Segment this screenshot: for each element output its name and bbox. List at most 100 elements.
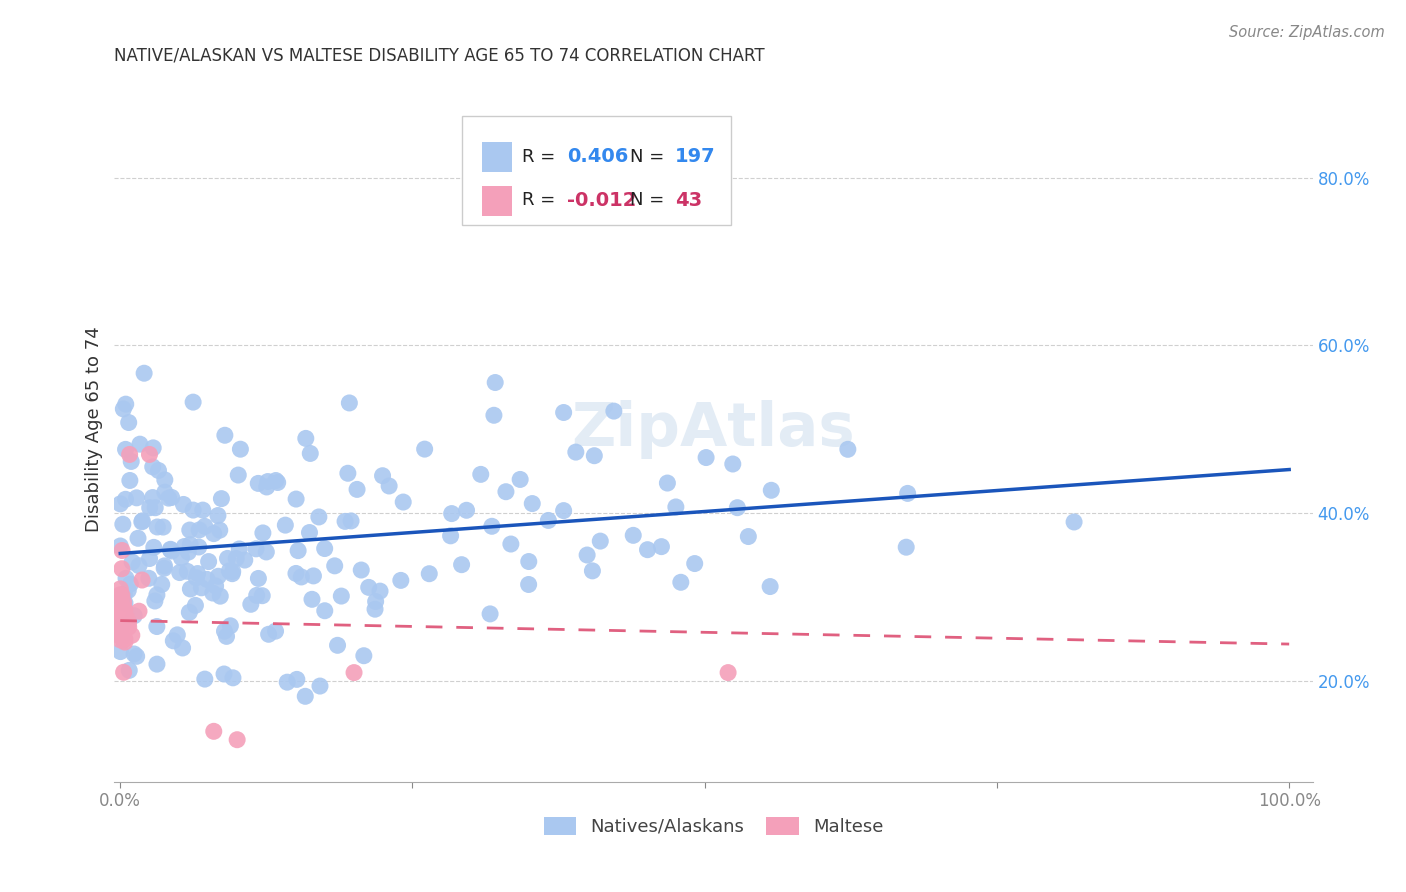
Point <box>343 665 366 680</box>
Point <box>138 571 160 585</box>
Point <box>153 561 176 575</box>
Point <box>450 558 472 572</box>
Point <box>110 588 132 602</box>
Point <box>142 491 165 505</box>
Point <box>142 541 165 555</box>
Point <box>553 405 575 419</box>
Point <box>129 437 152 451</box>
Point <box>114 397 136 411</box>
Point <box>721 457 744 471</box>
Point <box>166 628 188 642</box>
Point <box>257 627 280 641</box>
Point <box>111 621 134 635</box>
Point <box>517 577 540 591</box>
Text: -0.012: -0.012 <box>567 191 637 210</box>
Point <box>111 517 134 532</box>
Point <box>127 531 149 545</box>
Point <box>142 441 165 455</box>
Point <box>725 500 748 515</box>
Point <box>228 541 250 556</box>
Point <box>159 542 181 557</box>
Point <box>274 518 297 533</box>
Point <box>308 510 330 524</box>
Point <box>336 467 359 481</box>
Point <box>110 623 132 637</box>
Point <box>294 690 316 704</box>
Point <box>110 582 132 596</box>
Point <box>256 475 278 489</box>
Point <box>110 644 132 658</box>
Point <box>333 515 356 529</box>
Point <box>110 632 132 647</box>
Point <box>121 555 143 569</box>
Point <box>537 513 560 527</box>
Point <box>665 500 688 514</box>
Point <box>226 468 249 483</box>
Point <box>214 428 236 442</box>
Point <box>131 573 153 587</box>
Point <box>287 543 309 558</box>
Point <box>115 611 138 625</box>
Text: 43: 43 <box>675 191 702 210</box>
Point <box>118 620 141 634</box>
Point <box>181 503 204 517</box>
Text: ZipAtlas: ZipAtlas <box>572 400 855 458</box>
Point <box>603 404 626 418</box>
Point <box>194 672 217 686</box>
Point <box>364 594 387 608</box>
Point <box>117 583 139 598</box>
Point <box>440 507 463 521</box>
Point <box>112 632 135 647</box>
Point <box>330 589 353 603</box>
Point <box>222 565 245 579</box>
Point <box>219 619 242 633</box>
Point <box>115 571 138 585</box>
Point <box>179 523 201 537</box>
Text: R =: R = <box>522 191 561 210</box>
Point <box>197 555 219 569</box>
Point <box>323 558 346 573</box>
Point <box>114 596 136 610</box>
Point <box>138 500 160 515</box>
Point <box>499 537 522 551</box>
Point <box>120 577 142 591</box>
Point <box>229 442 252 457</box>
Point <box>669 575 692 590</box>
Text: N =: N = <box>630 147 669 166</box>
Point <box>111 618 134 632</box>
Point <box>114 492 136 507</box>
Point <box>378 479 401 493</box>
Point <box>340 514 363 528</box>
Point <box>188 523 211 537</box>
Point <box>495 484 517 499</box>
Point <box>173 540 195 554</box>
Point <box>110 630 132 644</box>
Point <box>299 446 322 460</box>
Point <box>125 491 148 505</box>
Point <box>589 534 612 549</box>
Point <box>276 675 298 690</box>
Point <box>266 475 288 490</box>
Point <box>285 566 308 581</box>
Point <box>202 724 225 739</box>
Point <box>208 523 231 537</box>
Point <box>153 473 176 487</box>
Point <box>150 577 173 591</box>
Point <box>159 542 181 557</box>
Point <box>637 542 659 557</box>
Point <box>314 604 336 618</box>
Point <box>583 449 606 463</box>
Point <box>131 515 153 529</box>
Point <box>128 604 150 618</box>
Point <box>112 595 135 609</box>
Point <box>114 617 136 632</box>
Point <box>118 664 141 678</box>
Point <box>181 395 204 409</box>
Point <box>179 582 201 596</box>
Point <box>201 586 224 600</box>
Point <box>179 538 201 552</box>
Point <box>509 472 531 486</box>
Point <box>110 611 132 625</box>
Point <box>683 557 706 571</box>
Point <box>256 480 278 494</box>
